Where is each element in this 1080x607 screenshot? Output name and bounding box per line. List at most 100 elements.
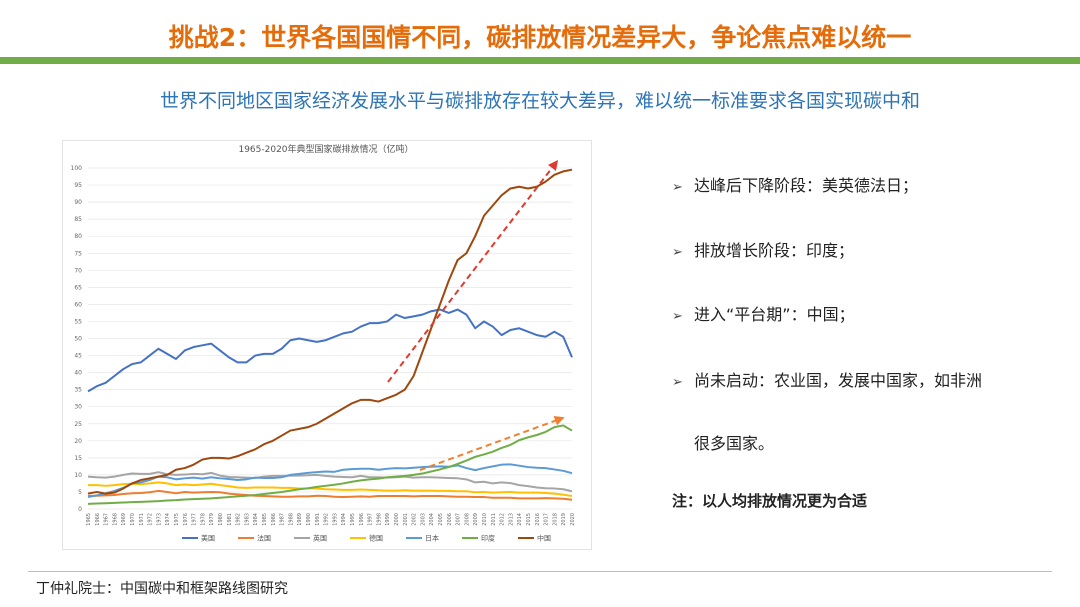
x-tick-label: 2015 bbox=[526, 513, 532, 526]
x-tick-label: 2011 bbox=[491, 513, 497, 526]
x-tick-label: 2012 bbox=[500, 513, 506, 526]
x-tick-label: 2020 bbox=[570, 513, 576, 526]
legend-label: 英国 bbox=[313, 534, 327, 543]
x-tick-label: 1987 bbox=[280, 513, 286, 526]
footer-line bbox=[28, 571, 1052, 572]
y-tick-label: 40 bbox=[74, 370, 82, 377]
x-tick-label: 1985 bbox=[262, 513, 268, 526]
x-tick-label: 1977 bbox=[192, 513, 198, 526]
y-tick-label: 5 bbox=[78, 489, 82, 496]
line-series bbox=[87, 424, 573, 505]
x-tick-label: 1968 bbox=[112, 513, 118, 526]
line-series bbox=[87, 308, 573, 393]
x-tick-label: 2013 bbox=[508, 513, 514, 526]
legend-label: 法国 bbox=[257, 534, 271, 543]
x-tick-label: 2010 bbox=[482, 513, 488, 526]
y-tick-label: 95 bbox=[74, 182, 82, 189]
x-tick-label: 1982 bbox=[236, 513, 242, 526]
slide-title: 挑战2：世界各国国情不同，碳排放情况差异大，争论焦点难以统一 bbox=[168, 23, 912, 52]
x-tick-label: 1997 bbox=[368, 513, 374, 526]
bullet: ➢ 尚未启动：农业国，发展中国家，如非洲 bbox=[672, 367, 982, 391]
bullet-text: 达峰后下降阶段：美英德法日； bbox=[694, 176, 919, 195]
x-tick-label: 1979 bbox=[209, 513, 215, 526]
x-tick-label: 2003 bbox=[420, 513, 426, 526]
bullet-marker: ➢ bbox=[672, 309, 683, 324]
y-tick-label: 20 bbox=[74, 438, 82, 445]
legend-label: 德国 bbox=[369, 534, 383, 543]
x-tick-label: 2009 bbox=[473, 513, 479, 526]
x-tick-label: 1966 bbox=[95, 513, 101, 526]
line-series bbox=[87, 168, 573, 495]
legend-label: 中国 bbox=[537, 534, 551, 543]
bullet-text: 很多国家。 bbox=[694, 434, 775, 453]
bullet-marker: ➢ bbox=[672, 180, 683, 195]
y-tick-label: 0 bbox=[78, 506, 82, 513]
x-tick-label: 1983 bbox=[244, 513, 250, 526]
y-tick-label: 55 bbox=[74, 318, 82, 325]
x-tick-label: 1972 bbox=[148, 513, 154, 526]
y-tick-label: 100 bbox=[71, 165, 83, 172]
x-tick-label: 1992 bbox=[324, 513, 330, 526]
y-tick-label: 45 bbox=[74, 353, 82, 360]
x-tick-label: 2000 bbox=[394, 513, 400, 526]
title-bar bbox=[0, 57, 1080, 64]
x-tick-label: 1989 bbox=[297, 513, 303, 526]
x-tick-label: 1965 bbox=[86, 513, 92, 526]
x-tick-label: 1993 bbox=[332, 513, 338, 526]
x-tick-label: 1994 bbox=[341, 513, 347, 526]
x-tick-label: 1969 bbox=[121, 513, 127, 526]
x-tick-label: 1999 bbox=[385, 513, 391, 526]
x-tick-label: 1988 bbox=[288, 513, 294, 526]
trend-arrow bbox=[419, 416, 565, 471]
x-tick-label: 1974 bbox=[165, 513, 171, 526]
line-series bbox=[87, 489, 573, 501]
x-tick-label: 1990 bbox=[306, 513, 312, 526]
note: 注：以人均排放情况更为合适 bbox=[672, 492, 868, 510]
y-tick-label: 10 bbox=[74, 472, 82, 479]
footer: 丁仲礼院士：中国碳中和框架路线图研究 bbox=[36, 581, 288, 597]
y-tick-label: 70 bbox=[74, 267, 82, 274]
x-tick-label: 2005 bbox=[438, 513, 444, 526]
bullet-text: 排放增长阶段：印度； bbox=[694, 241, 855, 260]
x-tick-label: 1978 bbox=[200, 513, 206, 526]
x-tick-label: 1976 bbox=[183, 513, 189, 526]
bullet: ➢ 达峰后下降阶段：美英德法日； bbox=[672, 172, 918, 196]
y-tick-label: 90 bbox=[74, 199, 82, 206]
bullet: ➢ 进入“平台期”：中国； bbox=[672, 301, 855, 325]
y-tick-label: 35 bbox=[74, 387, 82, 394]
x-tick-label: 2017 bbox=[544, 513, 550, 526]
x-tick-label: 2008 bbox=[464, 513, 470, 526]
x-tick-label: 1986 bbox=[271, 513, 277, 526]
x-tick-label: 2019 bbox=[561, 513, 567, 526]
y-tick-label: 85 bbox=[74, 216, 82, 223]
x-tick-label: 2004 bbox=[429, 513, 435, 526]
subtitle: 世界不同地区国家经济发展水平与碳排放存在较大差异，难以统一标准要求各国实现碳中和 bbox=[159, 90, 920, 112]
y-tick-label: 30 bbox=[74, 404, 82, 411]
x-tick-label: 1995 bbox=[350, 513, 356, 526]
line-series bbox=[87, 463, 573, 499]
x-tick-label: 1967 bbox=[104, 513, 110, 526]
chart-title: 1965-2020年典型国家碳排放情况（亿吨） bbox=[238, 143, 413, 155]
y-tick-label: 60 bbox=[74, 301, 82, 308]
x-tick-label: 2014 bbox=[517, 513, 523, 526]
trend-arrow bbox=[387, 160, 559, 383]
x-tick-label: 1981 bbox=[227, 513, 233, 526]
bullet-marker: ➢ bbox=[672, 375, 683, 390]
bullet: ➢ 排放增长阶段：印度； bbox=[672, 237, 854, 261]
line-series bbox=[88, 481, 573, 498]
x-tick-label: 2006 bbox=[447, 513, 453, 526]
x-tick-label: 2016 bbox=[535, 513, 541, 526]
x-tick-label: 2018 bbox=[552, 513, 558, 526]
x-tick-label: 1980 bbox=[218, 513, 224, 526]
x-tick-label: 1998 bbox=[376, 513, 382, 526]
y-tick-label: 25 bbox=[74, 421, 82, 428]
bullet: 很多国家。 bbox=[694, 430, 774, 454]
x-tick-label: 1996 bbox=[359, 513, 365, 526]
y-tick-label: 75 bbox=[74, 250, 82, 257]
legend-label: 印度 bbox=[481, 534, 495, 543]
bullet-text: 尚未启动：农业国，发展中国家，如非洲 bbox=[694, 371, 983, 390]
bullet-marker: ➢ bbox=[672, 245, 683, 260]
bullet-text: 进入“平台期”：中国； bbox=[694, 305, 855, 324]
